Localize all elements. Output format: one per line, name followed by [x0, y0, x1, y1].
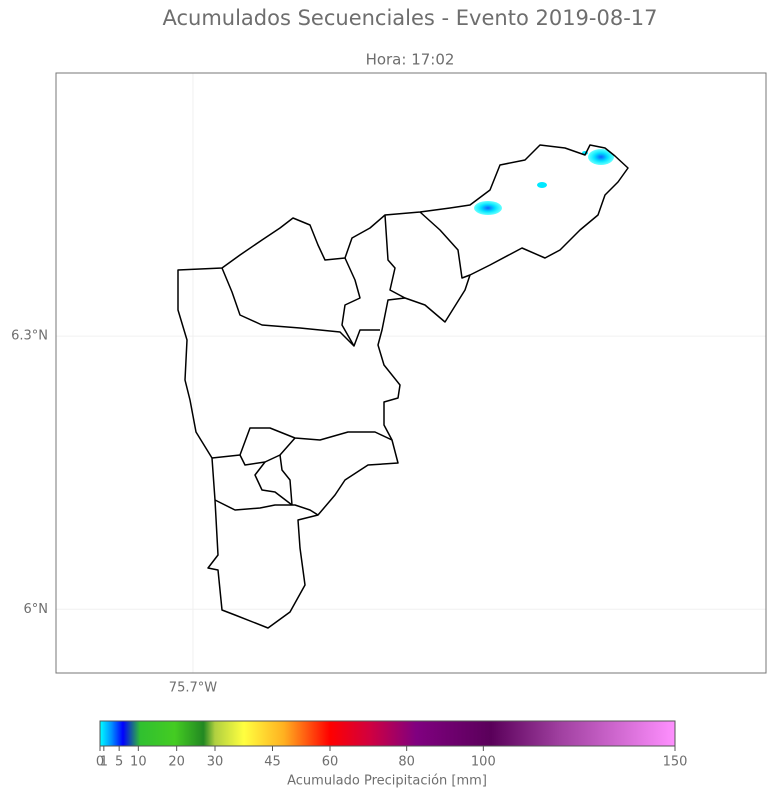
region-outline	[419, 211, 471, 279]
rain-cells	[474, 149, 614, 215]
map-area	[56, 73, 766, 673]
region-outline	[341, 257, 361, 347]
colorbar-tick-label: 5	[115, 755, 123, 770]
colorbar-tick-label: 80	[398, 755, 415, 770]
region-outline	[221, 267, 380, 347]
colorbar-tick-label: 20	[168, 755, 185, 770]
region-outline	[384, 214, 406, 299]
rain-cell	[537, 182, 547, 188]
rain-cell	[588, 149, 614, 165]
y-tick-label: 6.3°N	[11, 329, 48, 344]
colorbar-tick-label: 45	[264, 755, 281, 770]
colorbar-tick-label: 60	[322, 755, 339, 770]
region-outline	[177, 144, 629, 629]
colorbar-tick-label: 1	[100, 755, 108, 770]
colorbar-tick-label: 0	[96, 755, 104, 770]
subtitle: Hora: 17:02	[366, 51, 455, 69]
colorbar-tick-label: 30	[207, 755, 224, 770]
region-outline	[211, 427, 393, 459]
colorbar-label: Acumulado Precipitación [mm]	[287, 774, 487, 789]
boundaries	[177, 144, 629, 629]
title: Acumulados Secuenciales - Evento 2019-08…	[162, 6, 657, 30]
colorbar-tick-label: 100	[471, 755, 496, 770]
region-outline	[279, 454, 293, 506]
x-tick-label: 75.7°W	[169, 681, 217, 696]
region-outline	[254, 461, 293, 506]
rain-cell	[474, 201, 502, 215]
map-frame	[55, 72, 767, 674]
region-outline	[239, 437, 296, 466]
colorbar	[99, 720, 676, 747]
colorbar-tick-label: 150	[663, 755, 688, 770]
colorbar-tick-label: 10	[130, 755, 147, 770]
y-tick-label: 6°N	[24, 602, 49, 617]
region-outline	[214, 499, 319, 516]
